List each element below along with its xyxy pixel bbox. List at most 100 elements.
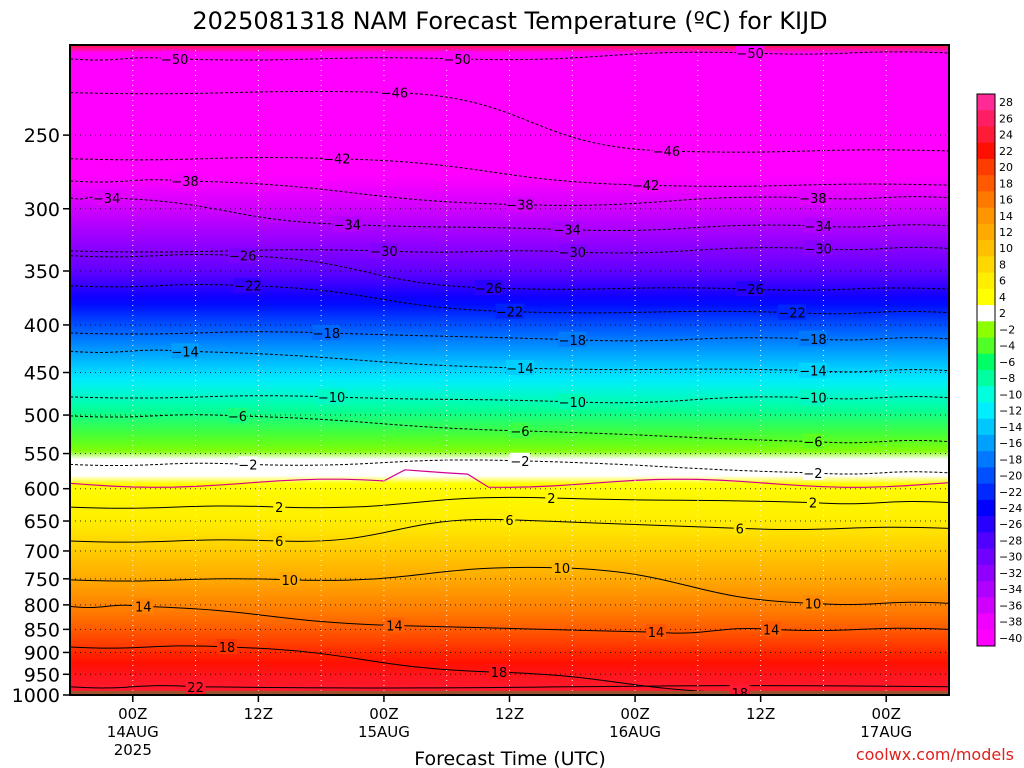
colorbar-label: 4 [999,291,1006,304]
y-tick-label: 850 [24,619,60,641]
colorbar-label: −34 [999,583,1022,596]
isotherm-2 [70,496,949,509]
y-tick-label: 950 [24,664,60,686]
isotherm-m18 [70,331,949,342]
contour-label: −30 [804,242,831,257]
contour-label-bg [237,456,258,472]
y-tick-label: 800 [24,595,60,617]
colorbar-label: −16 [999,437,1022,450]
contour-label: −42 [632,179,659,194]
x-tick-label: 15AUG [358,723,410,741]
contour-label-bg [227,407,248,423]
colorbar-cell [977,499,995,517]
y-tick-label: 750 [24,569,60,591]
colorbar-cell [977,158,995,176]
colorbar-cell [977,321,995,339]
contour-label: −34 [804,220,831,235]
x-tick-label: 00Z [872,705,901,723]
contour-label-bg [185,678,206,694]
contour-label-bg [733,520,746,536]
colorbar-cell [977,370,995,387]
colorbar-cell [977,483,995,501]
plot-area: −50 −50 −50−46−46−42−42−38−38 −38−34−34 −34−… [70,45,949,702]
y-tick-label: 450 [24,363,60,385]
contour-label: −22 [234,280,261,295]
y-tick-label: 550 [24,444,60,466]
colorbar-label: −30 [999,551,1022,564]
contour-label-bg [761,621,782,637]
colorbar-label: 14 [999,210,1013,223]
contour-label-bg [798,189,827,205]
colorbar-cell [977,386,995,403]
x-tick-label: 00Z [620,705,649,723]
contour-label: −50 [161,53,188,68]
colorbar-cell [977,467,995,485]
contour-label-bg [317,388,346,404]
colorbar-label: 26 [999,112,1013,125]
contour-label-bg [380,84,409,100]
contour-label-bg [558,331,587,347]
contour-label-bg [333,216,362,232]
contour-label: −14 [799,365,826,380]
contour-label-bg [322,150,351,166]
contour-label-bg [505,196,534,212]
contour-label-bg [233,277,262,293]
colorbar-label: 16 [999,194,1013,207]
contour-label: −34 [93,192,120,207]
isotherm-m46 [70,90,949,153]
colorbar-label: −4 [999,340,1015,353]
contour-label: 18 [731,687,748,702]
contour-label-bg [369,242,398,258]
x-tick-label: 14AUG [107,723,159,741]
contour-label-bg [778,304,807,320]
contour-label: 2 [809,497,817,512]
colorbar-label: 18 [999,177,1013,190]
colorbar-label: 28 [999,96,1013,109]
colorbar-cell [977,337,995,355]
contour-label: −6 [228,410,247,425]
contour-label-bg [736,45,765,60]
contour-label: −46 [653,145,680,160]
colorbar-cell [977,305,995,322]
contour-label-bg [736,281,765,297]
colorbar-label: 22 [999,145,1013,158]
colorbar-cell [977,532,995,550]
colorbar-label: −22 [999,486,1022,499]
contour-label: −10 [799,392,826,407]
contour-label: 14 [763,623,780,638]
contour-label-bg [802,464,823,480]
colorbar-label: 24 [999,129,1013,142]
contour-label-bg [92,189,121,205]
colorbar-cell [977,629,995,647]
ground-surface [70,690,949,695]
colorbar-label: 6 [999,275,1006,288]
contour-label-bg [171,343,200,359]
colorbar-cell [977,126,995,144]
contour-label-bg [802,595,823,611]
contour-label: −34 [553,224,580,239]
contour-label-bg [228,247,257,263]
contour-label: −30 [370,245,397,260]
colorbar-cell [977,516,995,533]
contour-label: 10 [281,574,298,589]
contour-label: −30 [559,246,586,261]
colorbar-cell [977,581,995,598]
y-tick-label: 400 [24,315,60,337]
colorbar-cell [977,564,995,582]
contour-label: 6 [505,514,513,529]
freezing-level-contour [70,469,949,488]
contour-label: −18 [799,333,826,348]
contour-label: −50 [443,53,470,68]
contour-label: 14 [386,620,403,635]
contour-label-bg [804,217,833,233]
contour-label-bg [798,362,827,378]
contour-label: −42 [323,153,350,168]
contour-label-bg [495,303,524,319]
colorbar-cell [977,597,995,615]
colorbar-cell [977,256,995,274]
contour-label: 2 [275,501,283,516]
source-watermark: coolwx.com/models [856,745,1014,764]
contour-label-bg [553,221,582,237]
contour-label: 14 [648,626,665,641]
